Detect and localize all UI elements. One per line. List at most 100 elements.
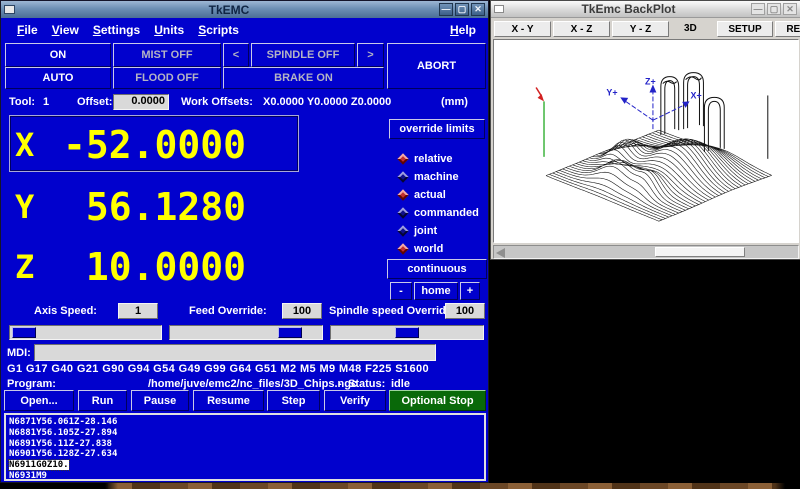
active-gcodes: G1 G17 G40 G21 G90 G94 G54 G49 G99 G64 G… — [7, 363, 430, 375]
menu-units[interactable]: Units — [154, 23, 185, 37]
mdi-label: MDI: — [7, 347, 31, 359]
tool-position-icon — [535, 87, 545, 157]
menu-file[interactable]: File — [17, 23, 38, 37]
axis-y-readout[interactable]: Y 56.1280 — [1, 187, 301, 227]
auto-button[interactable]: AUTO — [5, 67, 111, 89]
close-icon[interactable]: ✕ — [783, 3, 797, 15]
minimize-icon[interactable]: — — [751, 3, 765, 15]
radio-commanded[interactable]: commanded — [397, 206, 479, 220]
radio-relative[interactable]: relative — [397, 152, 453, 166]
titlebar[interactable]: TkEMC — ▢ ✕ — [1, 1, 488, 18]
abort-button[interactable]: ABORT — [387, 43, 486, 89]
units-label: (mm) — [441, 96, 468, 108]
reset-button[interactable]: RESET — [775, 21, 800, 37]
verify-button[interactable]: Verify — [324, 390, 386, 411]
radio-actual[interactable]: actual — [397, 188, 446, 202]
axis-x-readout[interactable]: X -52.0000 — [1, 125, 301, 165]
code-line: N6891Y56.11Z-27.838 — [9, 438, 112, 449]
axis-x-letter: X — [15, 126, 35, 164]
resume-button[interactable]: Resume — [193, 390, 264, 411]
jog-minus-button[interactable]: - — [390, 282, 412, 300]
z-axis-label: Z+ — [645, 77, 656, 87]
axis-speed-slider-handle[interactable] — [12, 327, 36, 338]
offset-label: Offset: — [77, 96, 113, 108]
spindle-increase-button[interactable]: > — [357, 43, 384, 67]
backplot-titlebar[interactable]: TkEmc BackPlot — ▢ ✕ — [491, 1, 800, 18]
view-xz-button[interactable]: X - Z — [553, 21, 610, 37]
x-axis-label: X+ — [691, 90, 702, 100]
backplot-canvas[interactable]: Z+ Y+ X+ — [493, 39, 799, 243]
tkemc-window: TkEMC — ▢ ✕ File View Settings Units Scr… — [0, 0, 489, 483]
window-menu-icon[interactable] — [4, 5, 15, 14]
radio-selected-icon — [397, 243, 409, 255]
code-line: N6931M9 — [9, 470, 47, 481]
tool-value: 1 — [43, 96, 50, 108]
view-yz-button[interactable]: Y - Z — [612, 21, 669, 37]
tool-label: Tool: — [9, 96, 36, 108]
radio-selected-icon — [397, 189, 409, 201]
spindle-override-slider[interactable] — [330, 325, 484, 340]
view-3d-label[interactable]: 3D — [684, 23, 697, 34]
axis-z-letter: Z — [15, 248, 35, 286]
view-xy-button[interactable]: X - Y — [494, 21, 551, 37]
code-line: N6881Y56.105Z-27.894 — [9, 427, 118, 438]
close-icon[interactable]: ✕ — [471, 3, 485, 16]
scrollbar-thumb[interactable] — [655, 247, 745, 257]
program-path: /home/juve/emc2/nc_files/3D_Chips.ngc — [148, 378, 358, 390]
brake-button[interactable]: BRAKE ON — [223, 67, 384, 89]
menu-help[interactable]: Help — [449, 23, 476, 37]
feed-override-value: 100 — [282, 303, 322, 319]
feed-override-slider-handle[interactable] — [278, 327, 302, 338]
backplot-hscrollbar[interactable] — [493, 245, 799, 259]
axis-x-selection-box — [9, 115, 299, 172]
pause-button[interactable]: Pause — [131, 390, 189, 411]
work-offsets-label: Work Offsets: — [181, 96, 253, 108]
backplot-window: TkEmc BackPlot — ▢ ✕ X - Y X - Z Y - Z 3… — [490, 0, 800, 260]
spindle-decrease-button[interactable]: < — [223, 43, 249, 67]
axis-speed-slider[interactable] — [9, 325, 162, 340]
home-button[interactable]: home — [414, 282, 458, 300]
program-text-area[interactable]: N6871Y56.061Z-28.146 N6881Y56.105Z-27.89… — [4, 413, 486, 481]
toolpath-arches — [660, 72, 769, 159]
flood-button[interactable]: FLOOD OFF — [113, 67, 221, 89]
desktop-wallpaper-strip — [0, 483, 800, 489]
jog-mode-button[interactable]: continuous — [387, 259, 487, 279]
override-limits-button[interactable]: override limits — [389, 119, 485, 139]
menu-settings[interactable]: Settings — [92, 23, 141, 37]
spindle-button[interactable]: SPINDLE OFF — [251, 43, 355, 67]
maximize-icon[interactable]: ▢ — [455, 3, 469, 16]
mist-button[interactable]: MIST OFF — [113, 43, 221, 67]
minimize-icon[interactable]: — — [439, 3, 453, 16]
offset-entry[interactable]: 0.0000 — [113, 94, 169, 110]
window-title: TkEMC — [208, 2, 250, 17]
maximize-icon[interactable]: ▢ — [767, 3, 781, 15]
axis-y-letter: Y — [15, 188, 35, 226]
spindle-override-label: Spindle speed Override: — [329, 305, 456, 317]
window-menu-icon[interactable] — [494, 5, 504, 13]
axis-z-readout[interactable]: Z 10.0000 — [1, 247, 301, 287]
feed-override-slider[interactable] — [169, 325, 323, 340]
machine-on-button[interactable]: ON — [5, 43, 111, 67]
radio-machine[interactable]: machine — [397, 170, 459, 184]
code-line: N6871Y56.061Z-28.146 — [9, 417, 118, 427]
spindle-override-slider-handle[interactable] — [395, 327, 419, 338]
radio-joint[interactable]: joint — [397, 224, 437, 238]
radio-world[interactable]: world — [397, 242, 443, 256]
scroll-left-icon[interactable] — [496, 248, 505, 258]
jog-plus-button[interactable]: + — [460, 282, 480, 300]
step-button[interactable]: Step — [267, 390, 320, 411]
radio-unselected-icon — [397, 225, 409, 237]
open-button[interactable]: Open... — [4, 390, 74, 411]
menu-view[interactable]: View — [51, 23, 79, 37]
menu-scripts[interactable]: Scripts — [198, 23, 239, 37]
axes-icon — [620, 84, 690, 130]
code-line-current: N6911G0Z10. — [8, 459, 70, 472]
run-button[interactable]: Run — [78, 390, 127, 411]
menubar: File View Settings Units Scripts Help — [3, 19, 488, 41]
radio-unselected-icon — [397, 171, 409, 183]
setup-button[interactable]: SETUP — [717, 21, 773, 37]
mdi-input[interactable] — [34, 344, 436, 361]
work-offsets-value: X0.0000 Y0.0000 Z0.0000 — [263, 96, 392, 108]
optional-stop-button[interactable]: Optional Stop — [389, 390, 486, 411]
